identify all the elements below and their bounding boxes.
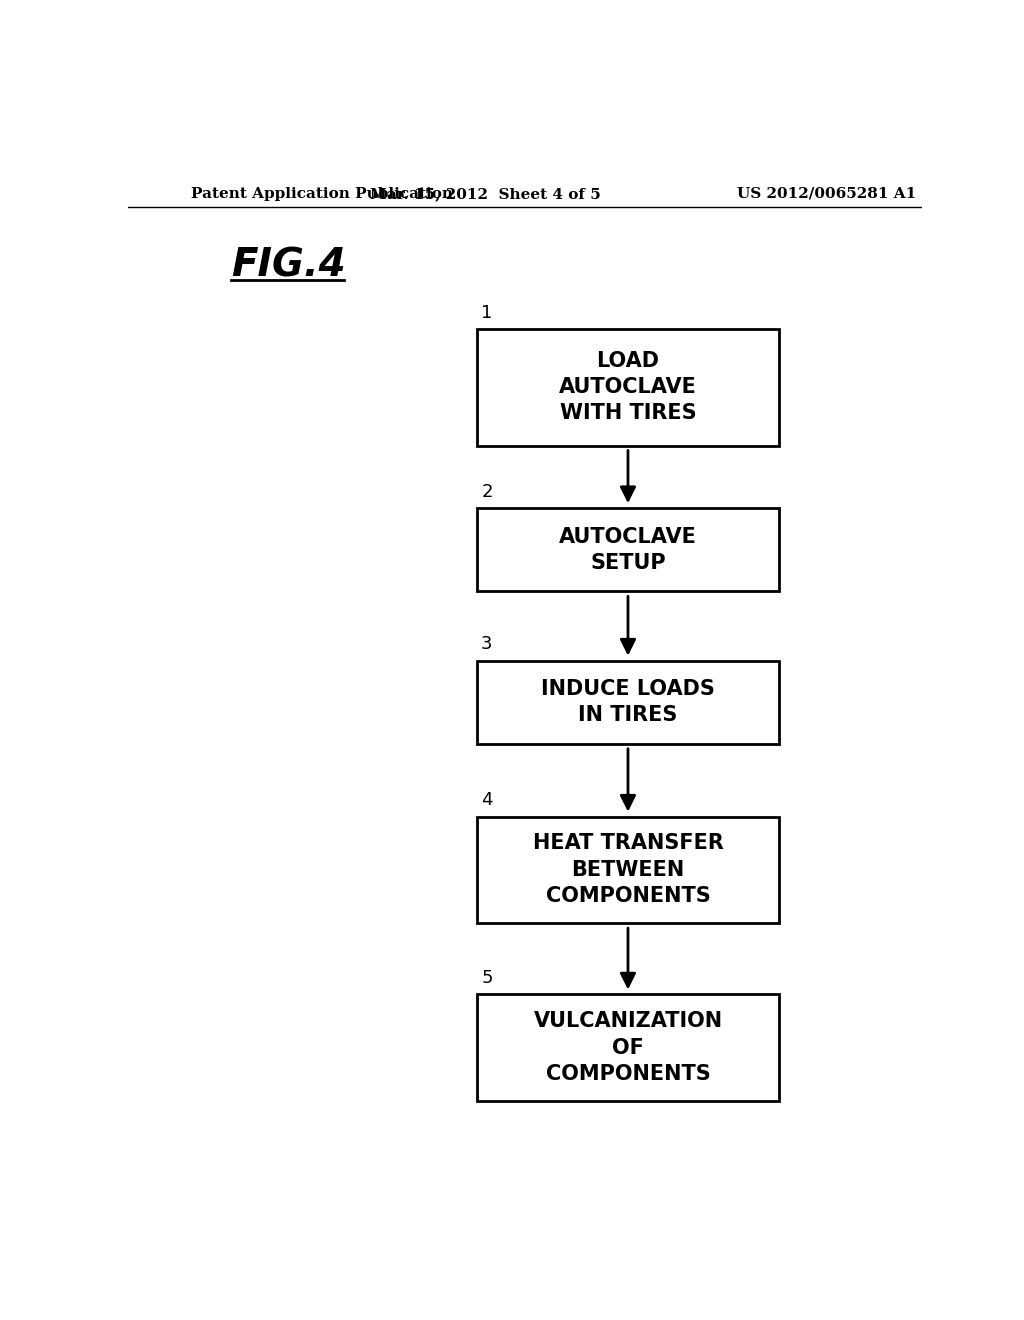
- Text: 4: 4: [481, 792, 493, 809]
- Text: AUTOCLAVE
SETUP: AUTOCLAVE SETUP: [559, 527, 697, 573]
- Bar: [477, 660, 779, 744]
- Text: HEAT TRANSFER
BETWEEN
COMPONENTS: HEAT TRANSFER BETWEEN COMPONENTS: [532, 833, 723, 907]
- Text: 2: 2: [481, 483, 493, 500]
- Text: VULCANIZATION
OF
COMPONENTS: VULCANIZATION OF COMPONENTS: [534, 1011, 723, 1084]
- Bar: [477, 817, 779, 923]
- Bar: [477, 508, 779, 591]
- Bar: [477, 994, 779, 1101]
- Text: FIG.4: FIG.4: [231, 246, 346, 284]
- Text: 5: 5: [481, 969, 493, 987]
- Text: LOAD
AUTOCLAVE
WITH TIRES: LOAD AUTOCLAVE WITH TIRES: [559, 351, 697, 424]
- Text: 3: 3: [481, 635, 493, 653]
- Bar: [477, 329, 779, 446]
- Text: Mar. 15, 2012  Sheet 4 of 5: Mar. 15, 2012 Sheet 4 of 5: [370, 187, 600, 201]
- Text: 1: 1: [481, 304, 493, 322]
- Text: INDUCE LOADS
IN TIRES: INDUCE LOADS IN TIRES: [541, 678, 715, 726]
- Text: US 2012/0065281 A1: US 2012/0065281 A1: [736, 187, 916, 201]
- Text: Patent Application Publication: Patent Application Publication: [191, 187, 454, 201]
